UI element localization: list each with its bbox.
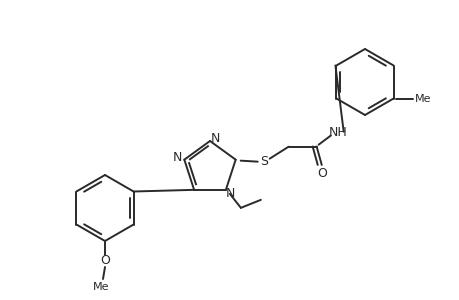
Text: S: S xyxy=(259,155,267,168)
Text: N: N xyxy=(226,187,235,200)
Text: Me: Me xyxy=(414,94,431,103)
Text: N: N xyxy=(210,131,219,145)
Text: O: O xyxy=(100,254,110,268)
Text: O: O xyxy=(317,167,327,180)
Text: N: N xyxy=(172,151,182,164)
Text: Me: Me xyxy=(93,282,109,292)
Text: NH: NH xyxy=(328,126,346,139)
